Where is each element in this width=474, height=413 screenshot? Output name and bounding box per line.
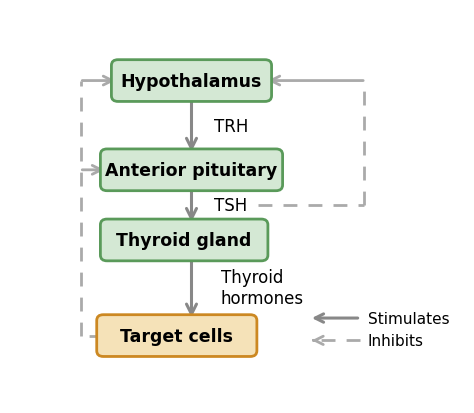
FancyBboxPatch shape	[100, 220, 268, 261]
Text: TRH: TRH	[213, 118, 248, 135]
FancyBboxPatch shape	[97, 315, 257, 356]
Text: Inhibits: Inhibits	[368, 333, 424, 348]
Text: Thyroid gland: Thyroid gland	[117, 231, 252, 249]
Text: Target cells: Target cells	[120, 327, 233, 345]
FancyBboxPatch shape	[111, 61, 272, 102]
Text: Thyroid
hormones: Thyroid hormones	[221, 269, 304, 307]
FancyBboxPatch shape	[100, 150, 283, 191]
Text: TSH: TSH	[213, 197, 247, 214]
Text: Hypothalamus: Hypothalamus	[121, 72, 262, 90]
Text: Stimulates: Stimulates	[368, 311, 449, 326]
Text: Anterior pituitary: Anterior pituitary	[105, 161, 278, 179]
